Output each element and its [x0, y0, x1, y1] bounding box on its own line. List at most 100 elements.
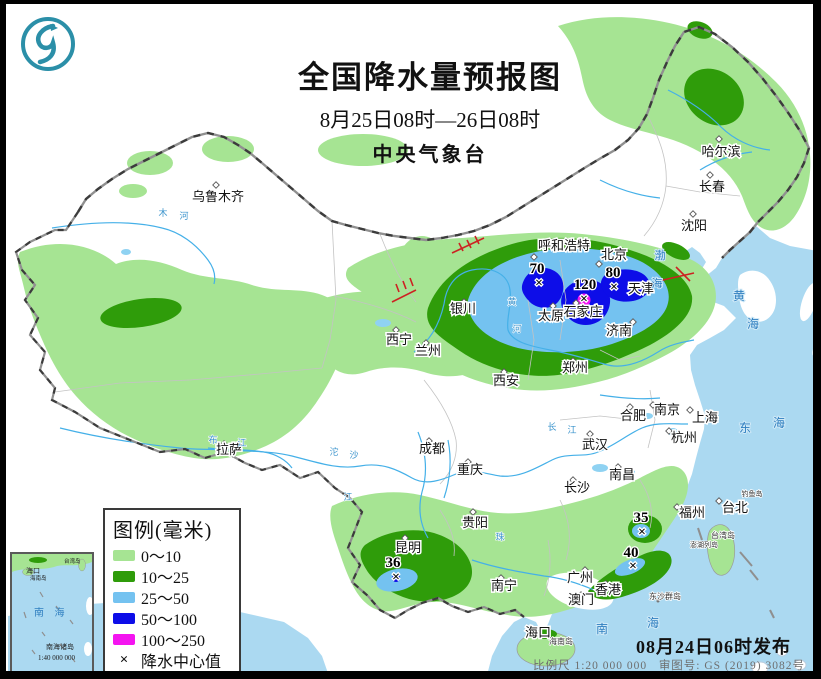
rain-layer-50-100	[392, 267, 650, 582]
city-marker	[401, 534, 409, 542]
dry-gap-guangzhou	[546, 572, 614, 610]
city-label: 乌鲁木齐	[192, 189, 244, 204]
rain-layer-100-250	[577, 293, 591, 307]
scale-review-note: 比例尺 1:20 000 000 审图号: GS (2019) 3082号	[533, 657, 805, 671]
city-marker	[425, 437, 433, 445]
inset-taiwan-label: 台湾岛	[64, 559, 81, 565]
sea-name-label: 海	[652, 276, 663, 290]
city-marker	[497, 574, 505, 582]
city-marker	[602, 580, 610, 588]
city-label: 重庆	[457, 462, 483, 477]
city-label: 合肥	[620, 408, 646, 423]
river-name-label: 木	[158, 207, 167, 218]
issued-time: 08月24日06时发布	[636, 637, 791, 657]
legend-swatch	[113, 549, 135, 561]
precip-center-label: 降水中心值	[141, 654, 222, 671]
page-title: 全国降水量预报图	[298, 60, 562, 95]
city-label: 贵阳	[462, 515, 488, 530]
legend-item-label: 25～50	[141, 591, 190, 608]
rivers-layer	[51, 89, 771, 591]
city-label: 广州	[567, 570, 593, 585]
city-label: 台北	[722, 500, 748, 515]
legend-item: 0～10	[113, 546, 233, 566]
precip-center-x-mark: ×	[610, 280, 618, 295]
map-header: 全国降水量预报图 8月25日08时—26日08时 中央气象台	[260, 52, 600, 167]
city-marker	[577, 591, 585, 599]
legend-item-label: 0～10	[141, 549, 182, 566]
cma-logo-icon	[21, 17, 75, 71]
island-name-label: 澎湖列岛	[690, 540, 718, 549]
legend-title: 图例(毫米)	[113, 520, 213, 542]
inset-scale-label: 1:40 000 000	[38, 654, 75, 662]
precip-center-value: 70	[530, 261, 545, 277]
city-marker	[595, 260, 603, 268]
city-marker	[629, 318, 637, 326]
city-label: 杭州	[671, 430, 697, 445]
sea-name-label: 渤	[655, 249, 666, 262]
trough-symbol-line	[649, 272, 695, 284]
river-name-label: 黄	[507, 296, 516, 307]
legend-item-label: 50～100	[141, 612, 198, 629]
precip-center-x-mark: ×	[580, 292, 588, 307]
inset-hainan-label: 海南岛	[30, 576, 47, 582]
river-name-label: 长	[547, 421, 556, 432]
precip-center-x-mark: ×	[392, 570, 400, 585]
city-marker	[469, 508, 477, 516]
trough-symbol-line	[409, 277, 414, 287]
city-label: 南昌	[609, 467, 635, 482]
city-label: 上海	[692, 410, 718, 425]
city-label: 南京	[654, 402, 680, 417]
country-border	[14, 25, 811, 620]
valid-period: 8月25日08时—26日08时	[319, 108, 541, 132]
precip-center-x-mark: ×	[535, 276, 543, 291]
sea-name-label: 黄	[733, 289, 745, 303]
trough-symbol-line	[675, 266, 691, 282]
legend-swatch	[113, 570, 135, 582]
city-label: 石家庄	[563, 304, 602, 319]
legend-item-label: 10～25	[141, 570, 190, 587]
trough-symbol-line	[451, 237, 485, 254]
city-label: 哈尔滨	[701, 144, 740, 159]
inset-haikou-label: 海口	[26, 567, 40, 575]
island-name-label: 台湾岛	[711, 530, 735, 540]
city-marker	[549, 302, 557, 310]
city-marker	[626, 403, 634, 411]
inset-map-graphic	[12, 554, 92, 663]
south-china-sea-inset: 海口 海南岛 台湾岛 南 海 南海诸岛 1:40 000 000	[10, 552, 94, 671]
city-marker	[572, 299, 580, 307]
legend-marker-row: × 降水中心值	[113, 651, 233, 672]
river-name-label: 江	[343, 492, 352, 502]
city-label: 呼和浩特	[538, 238, 590, 253]
sea-name-label: 海	[773, 415, 785, 430]
city-marker	[569, 476, 577, 484]
legend-box: 图例(毫米) 0～10 10～25 25～50 50～100 100～250 × 降水中…	[103, 508, 241, 671]
map-canvas: 乌鲁木齐 哈尔滨 长春 沈阳 呼和浩特 北京 天津 石家庄 太原 济南 郑州 银川 西宁 兰州 西安 拉萨 成都…	[6, 4, 813, 671]
precip-center-value: 120	[574, 277, 597, 293]
precip-center-x-mark: ×	[638, 525, 646, 540]
island-name-label: 海南岛	[549, 636, 573, 646]
city-label: 兰州	[415, 343, 441, 358]
city-marker	[220, 440, 228, 448]
city-marker	[460, 298, 468, 306]
city-label: 成都	[419, 441, 445, 456]
river-name-label: 布	[208, 434, 217, 445]
trough-symbol-line	[474, 235, 480, 245]
city-label: 西安	[493, 373, 519, 388]
trough-symbol-line	[395, 283, 400, 293]
city-marker	[686, 406, 694, 414]
city-marker	[392, 326, 400, 334]
precip-center-value: 36	[386, 555, 402, 571]
river-name-label: 江	[237, 438, 246, 448]
inset-islands-label: 南海诸岛	[46, 643, 74, 651]
city-marker	[530, 253, 538, 261]
city-marker	[673, 503, 681, 511]
city-label: 武汉	[582, 437, 608, 452]
city-marker	[524, 626, 532, 634]
sea-name-label: 海	[747, 316, 759, 331]
map-scale: 比例尺 1:20 000 000	[533, 660, 648, 671]
city-marker	[614, 463, 622, 471]
legend-item-label: 100～250	[141, 633, 206, 650]
city-marker	[586, 430, 594, 438]
